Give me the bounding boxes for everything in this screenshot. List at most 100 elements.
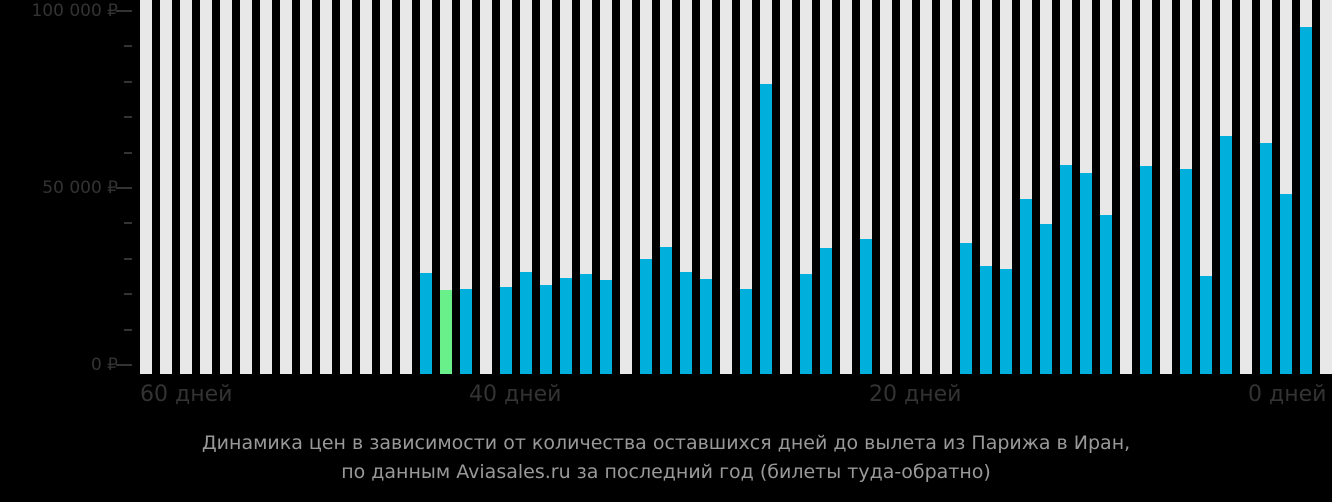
bar-day-6[interactable]: [1200, 0, 1212, 374]
bar-value: [540, 285, 552, 374]
bar-value: [1100, 214, 1112, 374]
bar-day-38[interactable]: [560, 0, 572, 374]
y-minor-tick: [124, 293, 132, 296]
bar-day-31[interactable]: [700, 0, 712, 374]
bar-value: [580, 274, 592, 374]
bar-value: [1000, 269, 1012, 374]
bar-value: [1280, 194, 1292, 374]
bar-day-51[interactable]: [300, 0, 312, 374]
bar-day-47[interactable]: [380, 0, 392, 374]
bar-day-37[interactable]: [580, 0, 592, 374]
bar-day-43[interactable]: [460, 0, 472, 374]
bar-day-2[interactable]: [1280, 0, 1292, 374]
bar-day-4[interactable]: [1240, 0, 1252, 374]
bar-day-15[interactable]: [1020, 0, 1032, 374]
y-minor-tick: [124, 257, 132, 260]
bar-day-3[interactable]: [1260, 0, 1272, 374]
bar-day-24[interactable]: [840, 0, 852, 374]
bar-value: [1140, 166, 1152, 374]
bar-day-17[interactable]: [980, 0, 992, 374]
bar-day-36[interactable]: [600, 0, 612, 374]
bar-value: [1180, 168, 1192, 374]
bar-day-12[interactable]: [1080, 0, 1092, 374]
bar-day-5[interactable]: [1220, 0, 1232, 374]
bar-value: [600, 280, 612, 374]
bar-day-39[interactable]: [540, 0, 552, 374]
bar-day-9[interactable]: [1140, 0, 1152, 374]
bar-day-54[interactable]: [240, 0, 252, 374]
bar-day-53[interactable]: [260, 0, 272, 374]
bar-day-49[interactable]: [340, 0, 352, 374]
bar-day-7[interactable]: [1180, 0, 1192, 374]
bar-value: [1220, 135, 1232, 374]
bar-value: [760, 83, 772, 374]
bar-day-52[interactable]: [280, 0, 292, 374]
bar-day-14[interactable]: [1040, 0, 1052, 374]
y-label-100000: 100 000 ₽: [31, 1, 118, 21]
y-minor-tick: [124, 80, 132, 83]
bar-day-33[interactable]: [660, 0, 672, 374]
bar-value: [660, 247, 672, 374]
chart-caption-line1: Динамика цен в зависимости от количества…: [201, 432, 1131, 454]
bar-value: [1060, 165, 1072, 374]
bar-day-56[interactable]: [200, 0, 212, 374]
bar-value: [800, 274, 812, 374]
bar-day-50[interactable]: [320, 0, 332, 374]
bar-day-19[interactable]: [940, 0, 952, 374]
chart-caption-line2: по данным Aviasales.ru за последний год …: [341, 461, 991, 483]
bar-day-27[interactable]: [780, 0, 792, 374]
bar-value: [1080, 173, 1092, 374]
bar-day-25[interactable]: [820, 0, 832, 374]
bar-value: [440, 289, 452, 374]
bar-value: [740, 288, 752, 374]
bar-day-1[interactable]: [1300, 0, 1312, 374]
bar-day-18[interactable]: [960, 0, 972, 374]
bar-day-48[interactable]: [360, 0, 372, 374]
bar-day-59[interactable]: [140, 0, 152, 374]
bar-value: [960, 242, 972, 374]
bar-day-28[interactable]: [760, 0, 772, 374]
bar-day-26[interactable]: [800, 0, 812, 374]
y-minor-tick: [124, 45, 132, 48]
bar-value: [1300, 26, 1312, 374]
bar-value: [1020, 198, 1032, 374]
bar-day-44[interactable]: [440, 0, 452, 374]
bar-day-34[interactable]: [640, 0, 652, 374]
bar-day-35[interactable]: [620, 0, 632, 374]
bar-day-11[interactable]: [1100, 0, 1112, 374]
bar-day-58[interactable]: [160, 0, 172, 374]
bar-value: [980, 265, 992, 374]
bar-value: [1260, 143, 1272, 374]
bar-day-22[interactable]: [880, 0, 892, 374]
bar-day-20[interactable]: [920, 0, 932, 374]
bar-day-55[interactable]: [220, 0, 232, 374]
bar-day-23[interactable]: [860, 0, 872, 374]
bar-day-16[interactable]: [1000, 0, 1012, 374]
y-minor-tick: [124, 222, 132, 225]
bar-day-30[interactable]: [720, 0, 732, 374]
y-minor-tick: [124, 116, 132, 119]
bars-area: [140, 0, 1332, 374]
bar-value: [560, 277, 572, 374]
bar-day-57[interactable]: [180, 0, 192, 374]
bar-value: [700, 278, 712, 374]
bar-day-46[interactable]: [400, 0, 412, 374]
y-label-50000: 50 000 ₽: [42, 178, 118, 198]
bar-day-41[interactable]: [500, 0, 512, 374]
y-major-tick: [116, 10, 132, 12]
x-label-0: 0 дней: [1248, 382, 1327, 407]
bar-value: [860, 238, 872, 374]
bar-day-0[interactable]: [1320, 0, 1332, 374]
bar-value: [1200, 276, 1212, 374]
bar-day-10[interactable]: [1120, 0, 1132, 374]
y-minor-tick: [124, 151, 132, 154]
bar-day-13[interactable]: [1060, 0, 1072, 374]
bar-day-32[interactable]: [680, 0, 692, 374]
y-major-tick: [116, 187, 132, 189]
bar-day-42[interactable]: [480, 0, 492, 374]
bar-day-8[interactable]: [1160, 0, 1172, 374]
bar-day-40[interactable]: [520, 0, 532, 374]
bar-day-21[interactable]: [900, 0, 912, 374]
bar-day-45[interactable]: [420, 0, 432, 374]
bar-day-29[interactable]: [740, 0, 752, 374]
